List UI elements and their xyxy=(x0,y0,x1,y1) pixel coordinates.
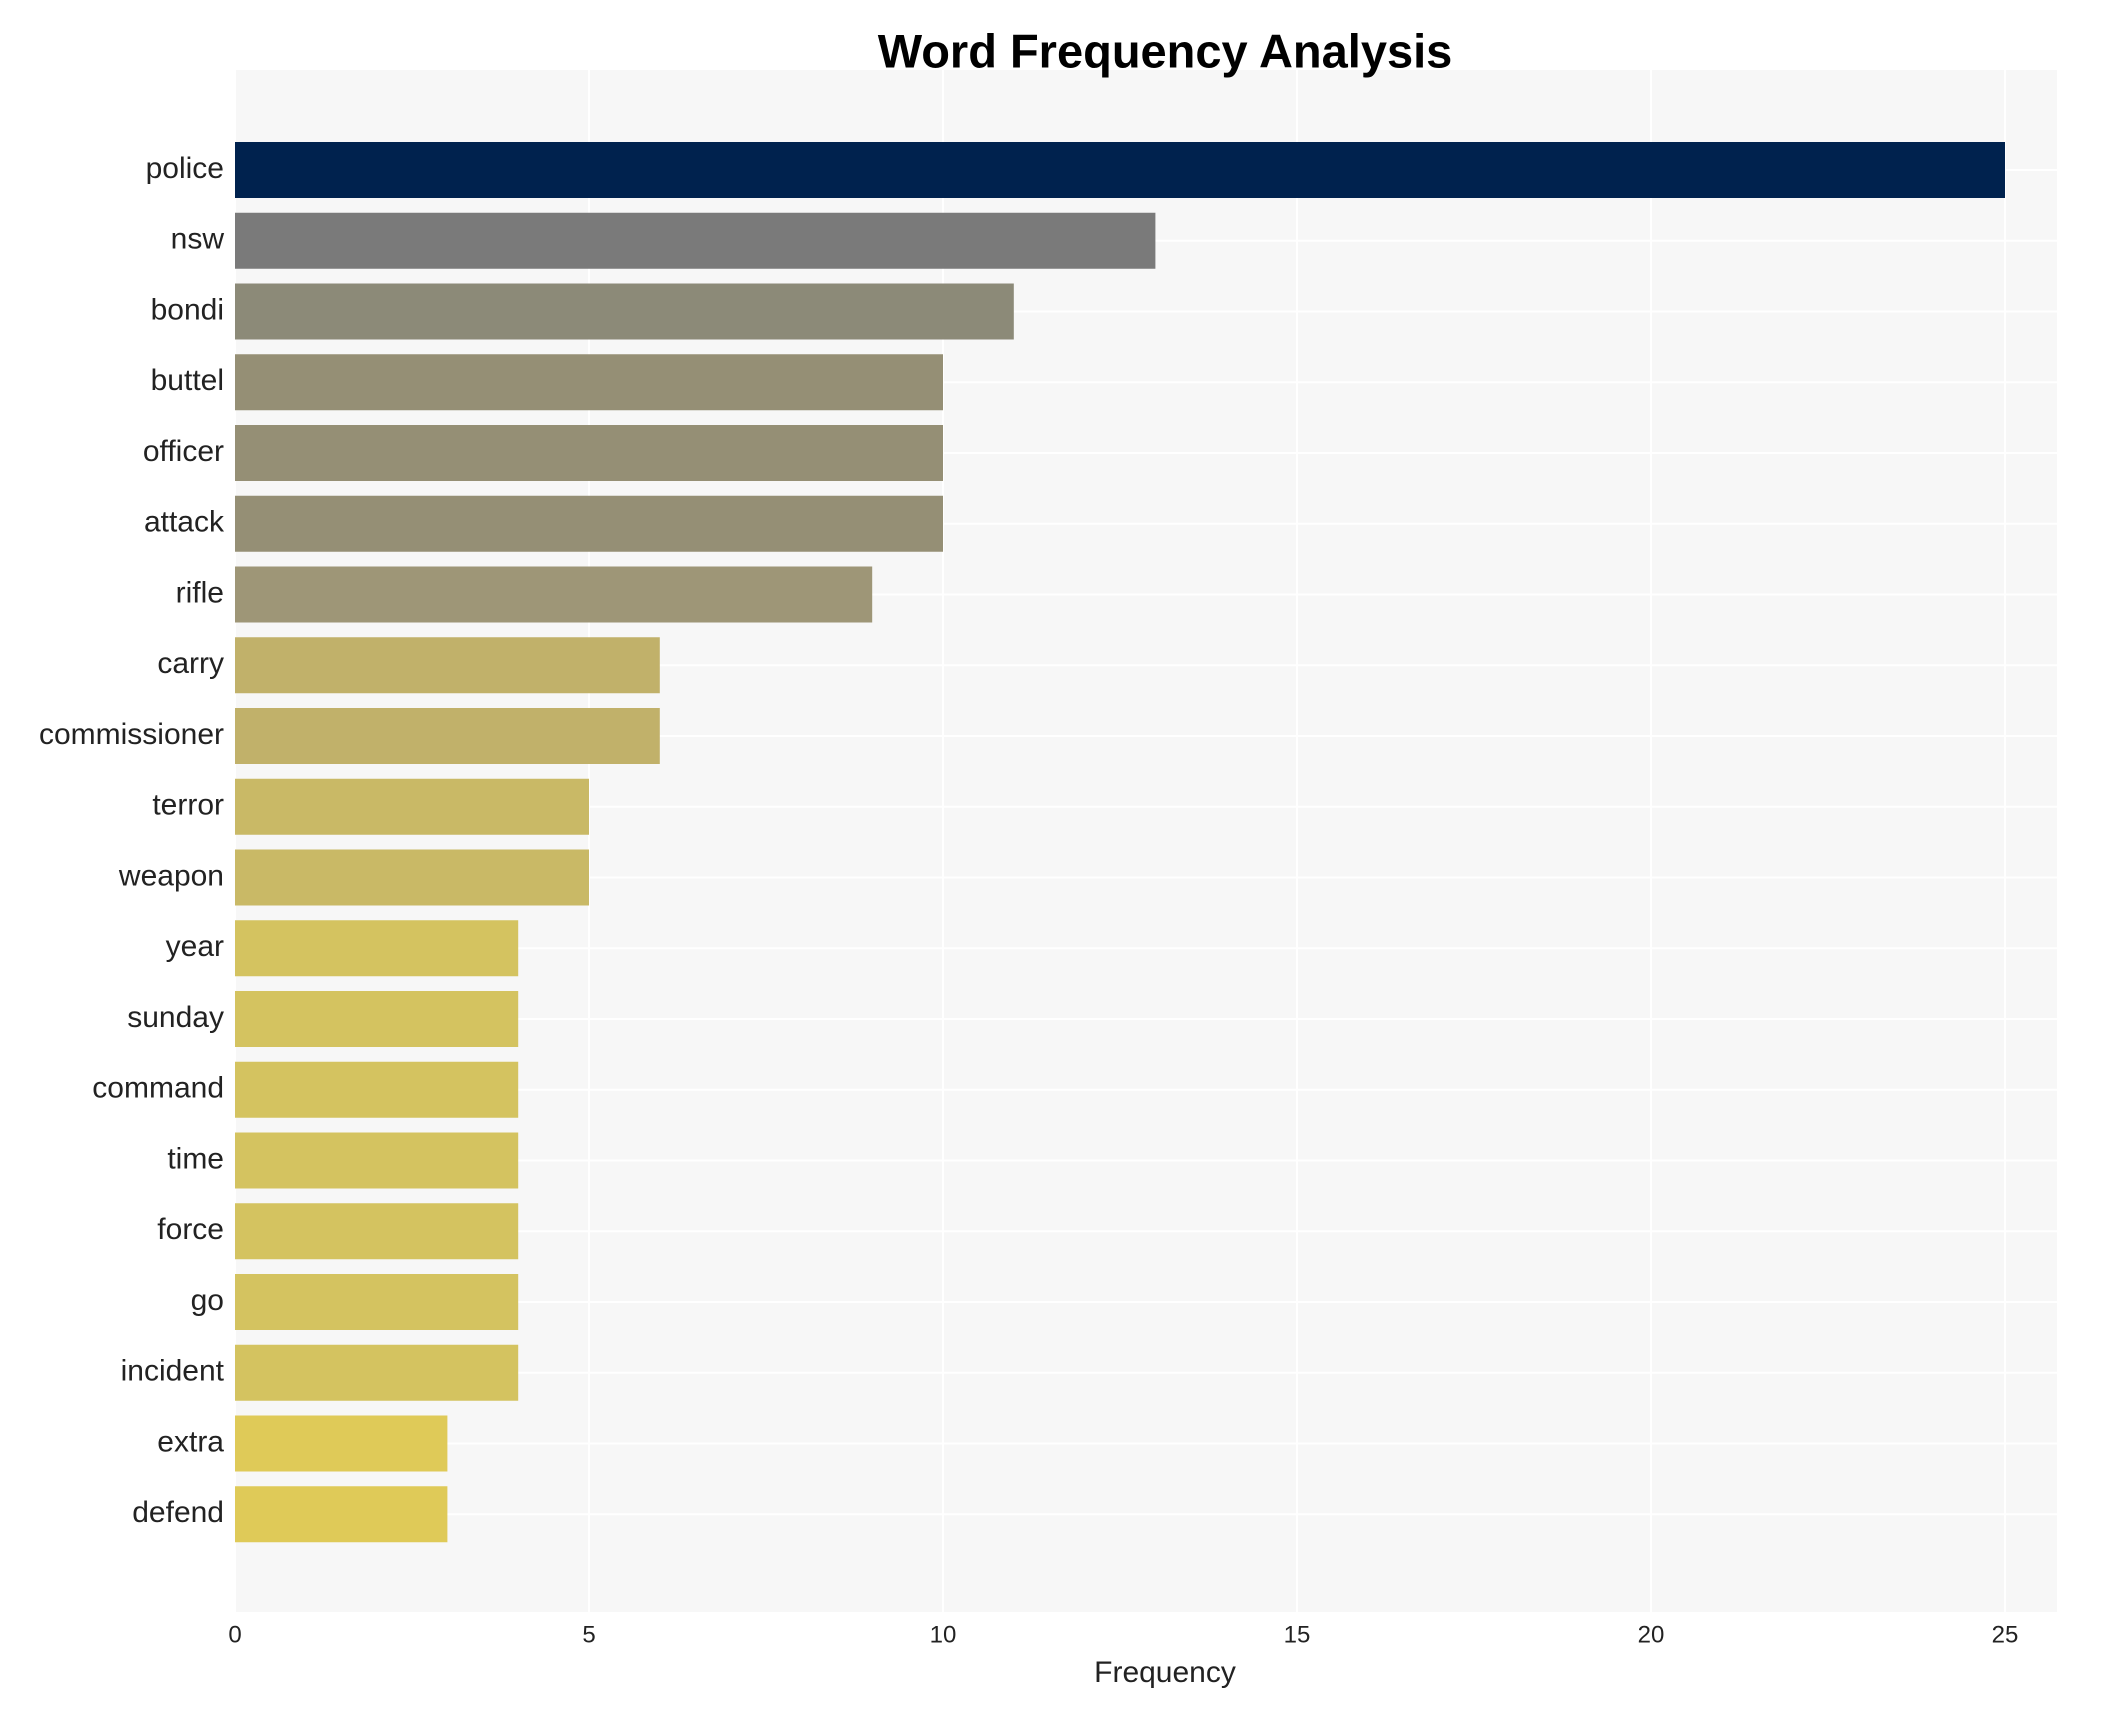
bar-defend xyxy=(235,1486,448,1543)
y-tick-label: time xyxy=(167,1142,224,1175)
x-tick-label: 25 xyxy=(1992,1621,2019,1648)
x-tick-label: 0 xyxy=(228,1621,241,1648)
y-tick-label: incident xyxy=(121,1355,225,1388)
bar-terror xyxy=(235,778,589,835)
x-axis-label: Frequency xyxy=(1094,1656,1236,1689)
y-tick-label: force xyxy=(157,1213,224,1246)
bar-force xyxy=(235,1203,519,1260)
x-tick-label: 20 xyxy=(1638,1621,1665,1648)
y-tick-label: terror xyxy=(152,789,224,822)
bar-incident xyxy=(235,1344,519,1401)
x-tick-label: 15 xyxy=(1284,1621,1311,1648)
y-tick-label: nsw xyxy=(171,223,225,256)
y-tick-label: go xyxy=(191,1284,224,1317)
bar-command xyxy=(235,1061,519,1118)
bars xyxy=(235,142,2005,1543)
y-tick-label: police xyxy=(146,152,224,185)
y-tick-label: weapon xyxy=(118,859,224,892)
y-tick-label: attack xyxy=(144,506,225,539)
bar-police xyxy=(235,142,2005,198)
y-tick-label: extra xyxy=(157,1425,224,1458)
bar-carry xyxy=(235,637,660,694)
y-tick-label: year xyxy=(166,930,224,963)
y-tick-labels: police nsw bondi buttel officer attack rifle ca… xyxy=(39,152,225,1529)
bar-go xyxy=(235,1274,519,1330)
bar-bondi xyxy=(235,283,1014,340)
bar-sunday xyxy=(235,991,519,1047)
y-tick-label: buttel xyxy=(151,364,224,397)
y-tick-label: carry xyxy=(157,647,224,680)
bar-commissioner xyxy=(235,708,660,764)
x-tick-label: 10 xyxy=(930,1621,957,1648)
bar-weapon xyxy=(235,849,589,906)
x-tick-label: 5 xyxy=(582,1621,595,1648)
chart-title: Word Frequency Analysis xyxy=(878,24,1453,77)
bar-rifle xyxy=(235,566,873,623)
bar-extra xyxy=(235,1415,448,1472)
bar-time xyxy=(235,1132,519,1189)
y-tick-label: commissioner xyxy=(39,718,224,751)
bar-attack xyxy=(235,495,943,552)
y-tick-label: defend xyxy=(132,1496,224,1529)
bar-nsw xyxy=(235,212,1156,269)
y-tick-label: officer xyxy=(143,435,224,468)
bar-officer xyxy=(235,425,943,481)
bar-year xyxy=(235,920,519,977)
y-tick-label: bondi xyxy=(151,293,224,326)
y-tick-label: sunday xyxy=(127,1001,224,1034)
y-tick-label: command xyxy=(92,1072,224,1105)
y-tick-label: rifle xyxy=(176,576,224,609)
bar-buttel xyxy=(235,354,943,411)
x-tick-labels: 0 5 10 15 20 25 xyxy=(228,1621,2018,1648)
